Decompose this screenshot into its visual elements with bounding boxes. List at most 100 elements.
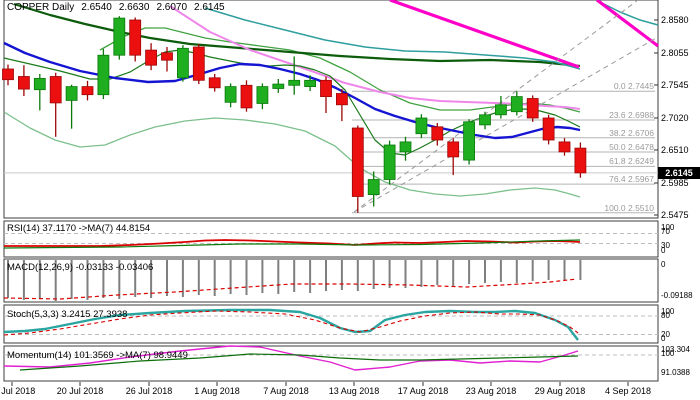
candle-body-19-Jul (49, 76, 62, 104)
candle-body-15-Aug (351, 127, 364, 197)
price-axis-label: 2.5985 (661, 177, 689, 188)
price-axis-label: 2.8055 (661, 47, 689, 58)
ohlc-low: 2.6070 (156, 2, 188, 13)
stoch-d (3, 310, 579, 336)
ohlc-high: 2.6630 (118, 2, 150, 13)
teal-ma (204, 7, 581, 70)
candle-body-20-Jul (65, 86, 78, 101)
candle-body-27-Jul (145, 49, 158, 66)
panel-border-3 (3, 304, 659, 344)
x-axis-label: 20 Jul 2018 (56, 386, 104, 396)
stoch-axis-label: 0 (661, 334, 666, 343)
candle-body-8-Aug (272, 83, 285, 89)
x-axis-label: 16 Jul 2018 (0, 386, 36, 396)
ma21-blue (3, 41, 581, 140)
candle-body-22-Aug (431, 126, 444, 141)
candle-body-27-Aug (479, 114, 491, 126)
bollinger-lower (3, 111, 581, 198)
stoch-panel-label: Stoch(5,3,3) 3.2415 27.3938 (7, 309, 128, 320)
candle-body-29-Aug (510, 96, 523, 113)
candle-body-9-Aug (288, 79, 301, 86)
candle-body-1-Aug (192, 46, 205, 81)
candle-body-24-Aug (463, 121, 476, 161)
momentum-axis-label: 91.0388 (661, 368, 690, 377)
x-axis-label: 23 Aug 2018 (465, 386, 517, 396)
pink-ma (169, 5, 581, 110)
x-axis-label: 26 Jul 2018 (125, 386, 173, 396)
panel-border-2 (3, 258, 659, 303)
fib-fan-dashed-2 (353, 36, 659, 213)
price-axis-label: 2.8580 (661, 14, 689, 25)
fib-level-label: 100.0 2.5510 (604, 202, 654, 213)
candle-body-28-Aug (494, 104, 507, 116)
candle-body-3-Sep (558, 141, 571, 153)
candle-body-30-Aug (526, 98, 539, 119)
teal-ma-right (599, 1, 659, 26)
momentum-line (3, 345, 579, 371)
stoch-axis-label: 20 (661, 330, 670, 339)
x-axis-label: 13 Aug 2018 (328, 386, 380, 396)
price-axis-label: 2.7545 (661, 79, 689, 90)
candle-body-30-Jul (161, 52, 173, 61)
stoch-k (3, 308, 579, 341)
instrument-name: COPPER Daily (7, 2, 75, 13)
fib-level-label: 38.2 2.6706 (609, 127, 654, 138)
magenta-trend-right (596, 0, 659, 48)
candle-body-24-Jul (97, 54, 110, 96)
candle-body-7-Aug (256, 86, 269, 104)
price-axis-label: 2.5475 (661, 209, 689, 220)
momentum-panel-label: Momentum(14) 101.3569 ->MA(7) 98.9449 (7, 350, 188, 361)
current-price-badge: 2.6145 (658, 166, 700, 179)
price-axis-label: 2.7020 (661, 112, 689, 123)
price-axis-label: 2.6510 (661, 144, 689, 155)
chart-title: COPPER Daily 2.6540 2.6630 2.6070 2.6145 (7, 2, 232, 13)
macd-axis-label: 0 (661, 260, 666, 269)
candle-body-16-Aug (367, 179, 380, 195)
candle-body-4-Sep (574, 147, 587, 174)
rsi-ma-line (3, 239, 581, 249)
rsi-panel-label: RSI(14) 37.1170 ->MA(7) 44.8154 (7, 223, 151, 234)
rsi-axis-label: 0 (661, 246, 666, 255)
candle-body-31-Aug (542, 117, 555, 141)
momentum-axis-label: 100 (661, 349, 675, 358)
candle-body-16-Jul (2, 68, 14, 81)
stoch-axis-label: 100 (661, 307, 675, 316)
fib-level-label: 61.8 2.6249 (609, 156, 654, 167)
candle-body-31-Jul (176, 47, 189, 79)
macd-panel-label: MACD(12,26,9) -0.03133 -0.03406 (7, 262, 154, 273)
candle-body-17-Jul (17, 76, 30, 90)
rsi-axis-label: 30 (661, 241, 670, 250)
candle-body-21-Aug (415, 117, 428, 135)
panel-border-4 (3, 345, 659, 382)
fib-level-label: 0.0 2.7445 (613, 81, 654, 92)
candle-body-20-Aug (399, 141, 412, 153)
candle-body-18-Jul (33, 78, 46, 91)
candle-body-14-Aug (335, 93, 348, 106)
ohlc-close: 2.6145 (194, 2, 225, 13)
x-axis-label: 17 Aug 2018 (397, 386, 449, 396)
ohlc-open: 2.6540 (81, 2, 112, 13)
candle-body-13-Aug (320, 79, 332, 98)
panel-border-1 (3, 220, 659, 258)
candle-body-3-Aug (224, 86, 237, 103)
candle-body-23-Aug (447, 141, 460, 158)
ma200-dark-green (13, 2, 581, 68)
rsi-axis-label: 100 (661, 223, 675, 232)
x-axis-label: 29 Aug 2018 (534, 386, 586, 396)
x-axis-label: 1 Aug 2018 (194, 386, 240, 396)
candle-body-2-Aug (208, 77, 221, 89)
candle-body-23-Jul (81, 86, 94, 96)
fib-level-label: 76.4 2.5967 (609, 174, 654, 185)
x-axis-label: 7 Aug 2018 (263, 386, 309, 396)
fib-level-label: 50.0 2.6478 (609, 142, 654, 152)
momentum-ma (19, 353, 579, 371)
candle-body-17-Aug (383, 144, 396, 180)
macd-signal (3, 278, 578, 300)
momentum-axis-label: 103.304 (661, 345, 690, 354)
magenta-trend (389, 0, 580, 69)
macd-axis-label: -0.09188 (661, 291, 693, 300)
candle-body-26-Jul (129, 19, 142, 56)
